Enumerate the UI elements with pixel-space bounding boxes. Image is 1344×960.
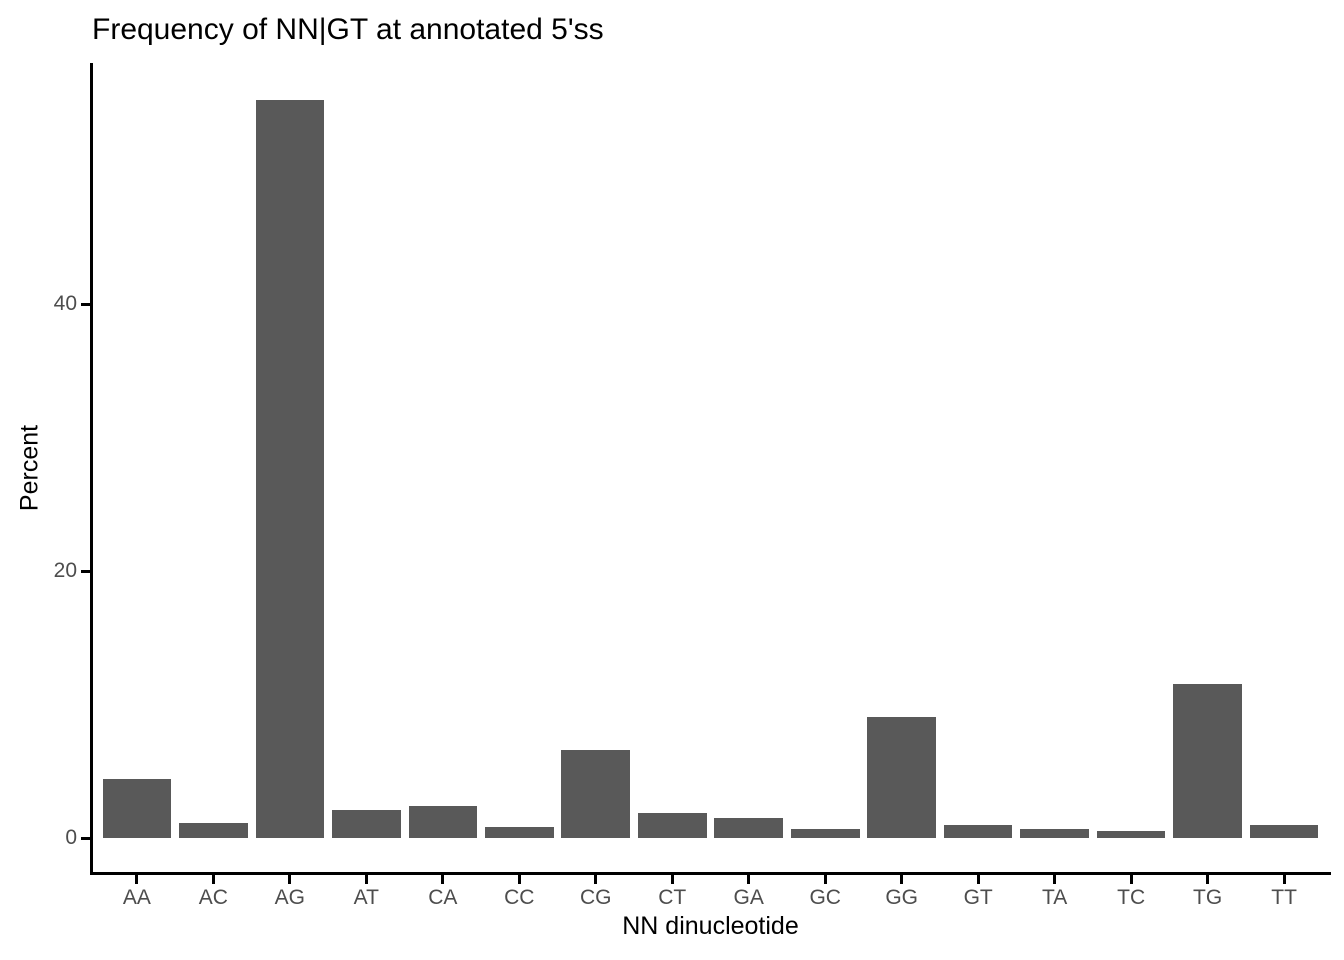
x-tick-CG	[594, 875, 598, 884]
y-tick-label-20: 20	[53, 559, 77, 582]
x-tick-label-TT: TT	[1271, 886, 1297, 909]
x-tick-label-GT: GT	[963, 886, 993, 909]
x-tick-TG	[1206, 875, 1210, 884]
bar-TA	[1020, 828, 1089, 838]
x-tick-GA	[747, 875, 751, 884]
x-tick-AT	[364, 875, 368, 884]
x-tick-TA	[1053, 875, 1057, 884]
y-tick-label-40: 40	[53, 292, 77, 315]
x-tick-label-CT: CT	[658, 886, 687, 909]
x-tick-AG	[288, 875, 292, 884]
bar-AA	[102, 779, 172, 838]
x-tick-label-TC: TC	[1117, 886, 1146, 909]
y-tick-0	[81, 836, 90, 840]
x-tick-label-AT: AT	[353, 886, 379, 909]
bar-TC	[1096, 831, 1166, 838]
x-tick-CA	[441, 875, 445, 884]
x-tick-GC	[823, 875, 827, 884]
y-axis-line	[90, 63, 93, 875]
bar-GC	[790, 828, 860, 838]
x-tick-label-CA: CA	[428, 886, 458, 909]
x-tick-label-TG: TG	[1193, 886, 1223, 909]
bar-CC	[484, 827, 554, 838]
x-axis-title: NN dinucleotide	[622, 912, 799, 940]
y-tick-20	[81, 569, 90, 573]
x-tick-label-TA: TA	[1042, 886, 1068, 909]
x-tick-AA	[135, 875, 139, 884]
x-tick-CC	[517, 875, 521, 884]
y-tick-40	[81, 302, 90, 306]
x-tick-label-CG: CG	[580, 886, 612, 909]
bar-TG	[1173, 684, 1242, 838]
bar-AT	[332, 809, 401, 838]
bar-AC	[179, 823, 248, 838]
x-tick-label-GG: GG	[885, 886, 919, 909]
x-tick-TT	[1282, 875, 1286, 884]
x-tick-TC	[1129, 875, 1133, 884]
x-axis-line	[90, 872, 1331, 875]
bar-GG	[867, 716, 936, 838]
x-tick-label-AA: AA	[122, 886, 151, 909]
bar-CT	[637, 812, 707, 838]
x-tick-label-GC: GC	[809, 886, 841, 909]
bar-AG	[255, 99, 325, 838]
x-tick-GG	[900, 875, 904, 884]
x-tick-AC	[211, 875, 215, 884]
bar-GA	[714, 817, 784, 838]
x-tick-GT	[976, 875, 980, 884]
x-tick-label-AC: AC	[198, 886, 228, 909]
x-tick-label-CC: CC	[504, 886, 535, 909]
chart-title: Frequency of NN|GT at annotated 5'ss	[92, 13, 604, 46]
bar-CG	[561, 749, 631, 838]
x-tick-CT	[670, 875, 674, 884]
bar-GT	[943, 824, 1013, 838]
x-tick-label-GA: GA	[733, 886, 764, 909]
bar-TT	[1249, 824, 1319, 838]
x-tick-label-AG: AG	[274, 886, 306, 909]
y-axis-title: Percent	[15, 424, 44, 512]
y-tick-label-0: 0	[65, 826, 77, 849]
bar-CA	[408, 805, 478, 838]
